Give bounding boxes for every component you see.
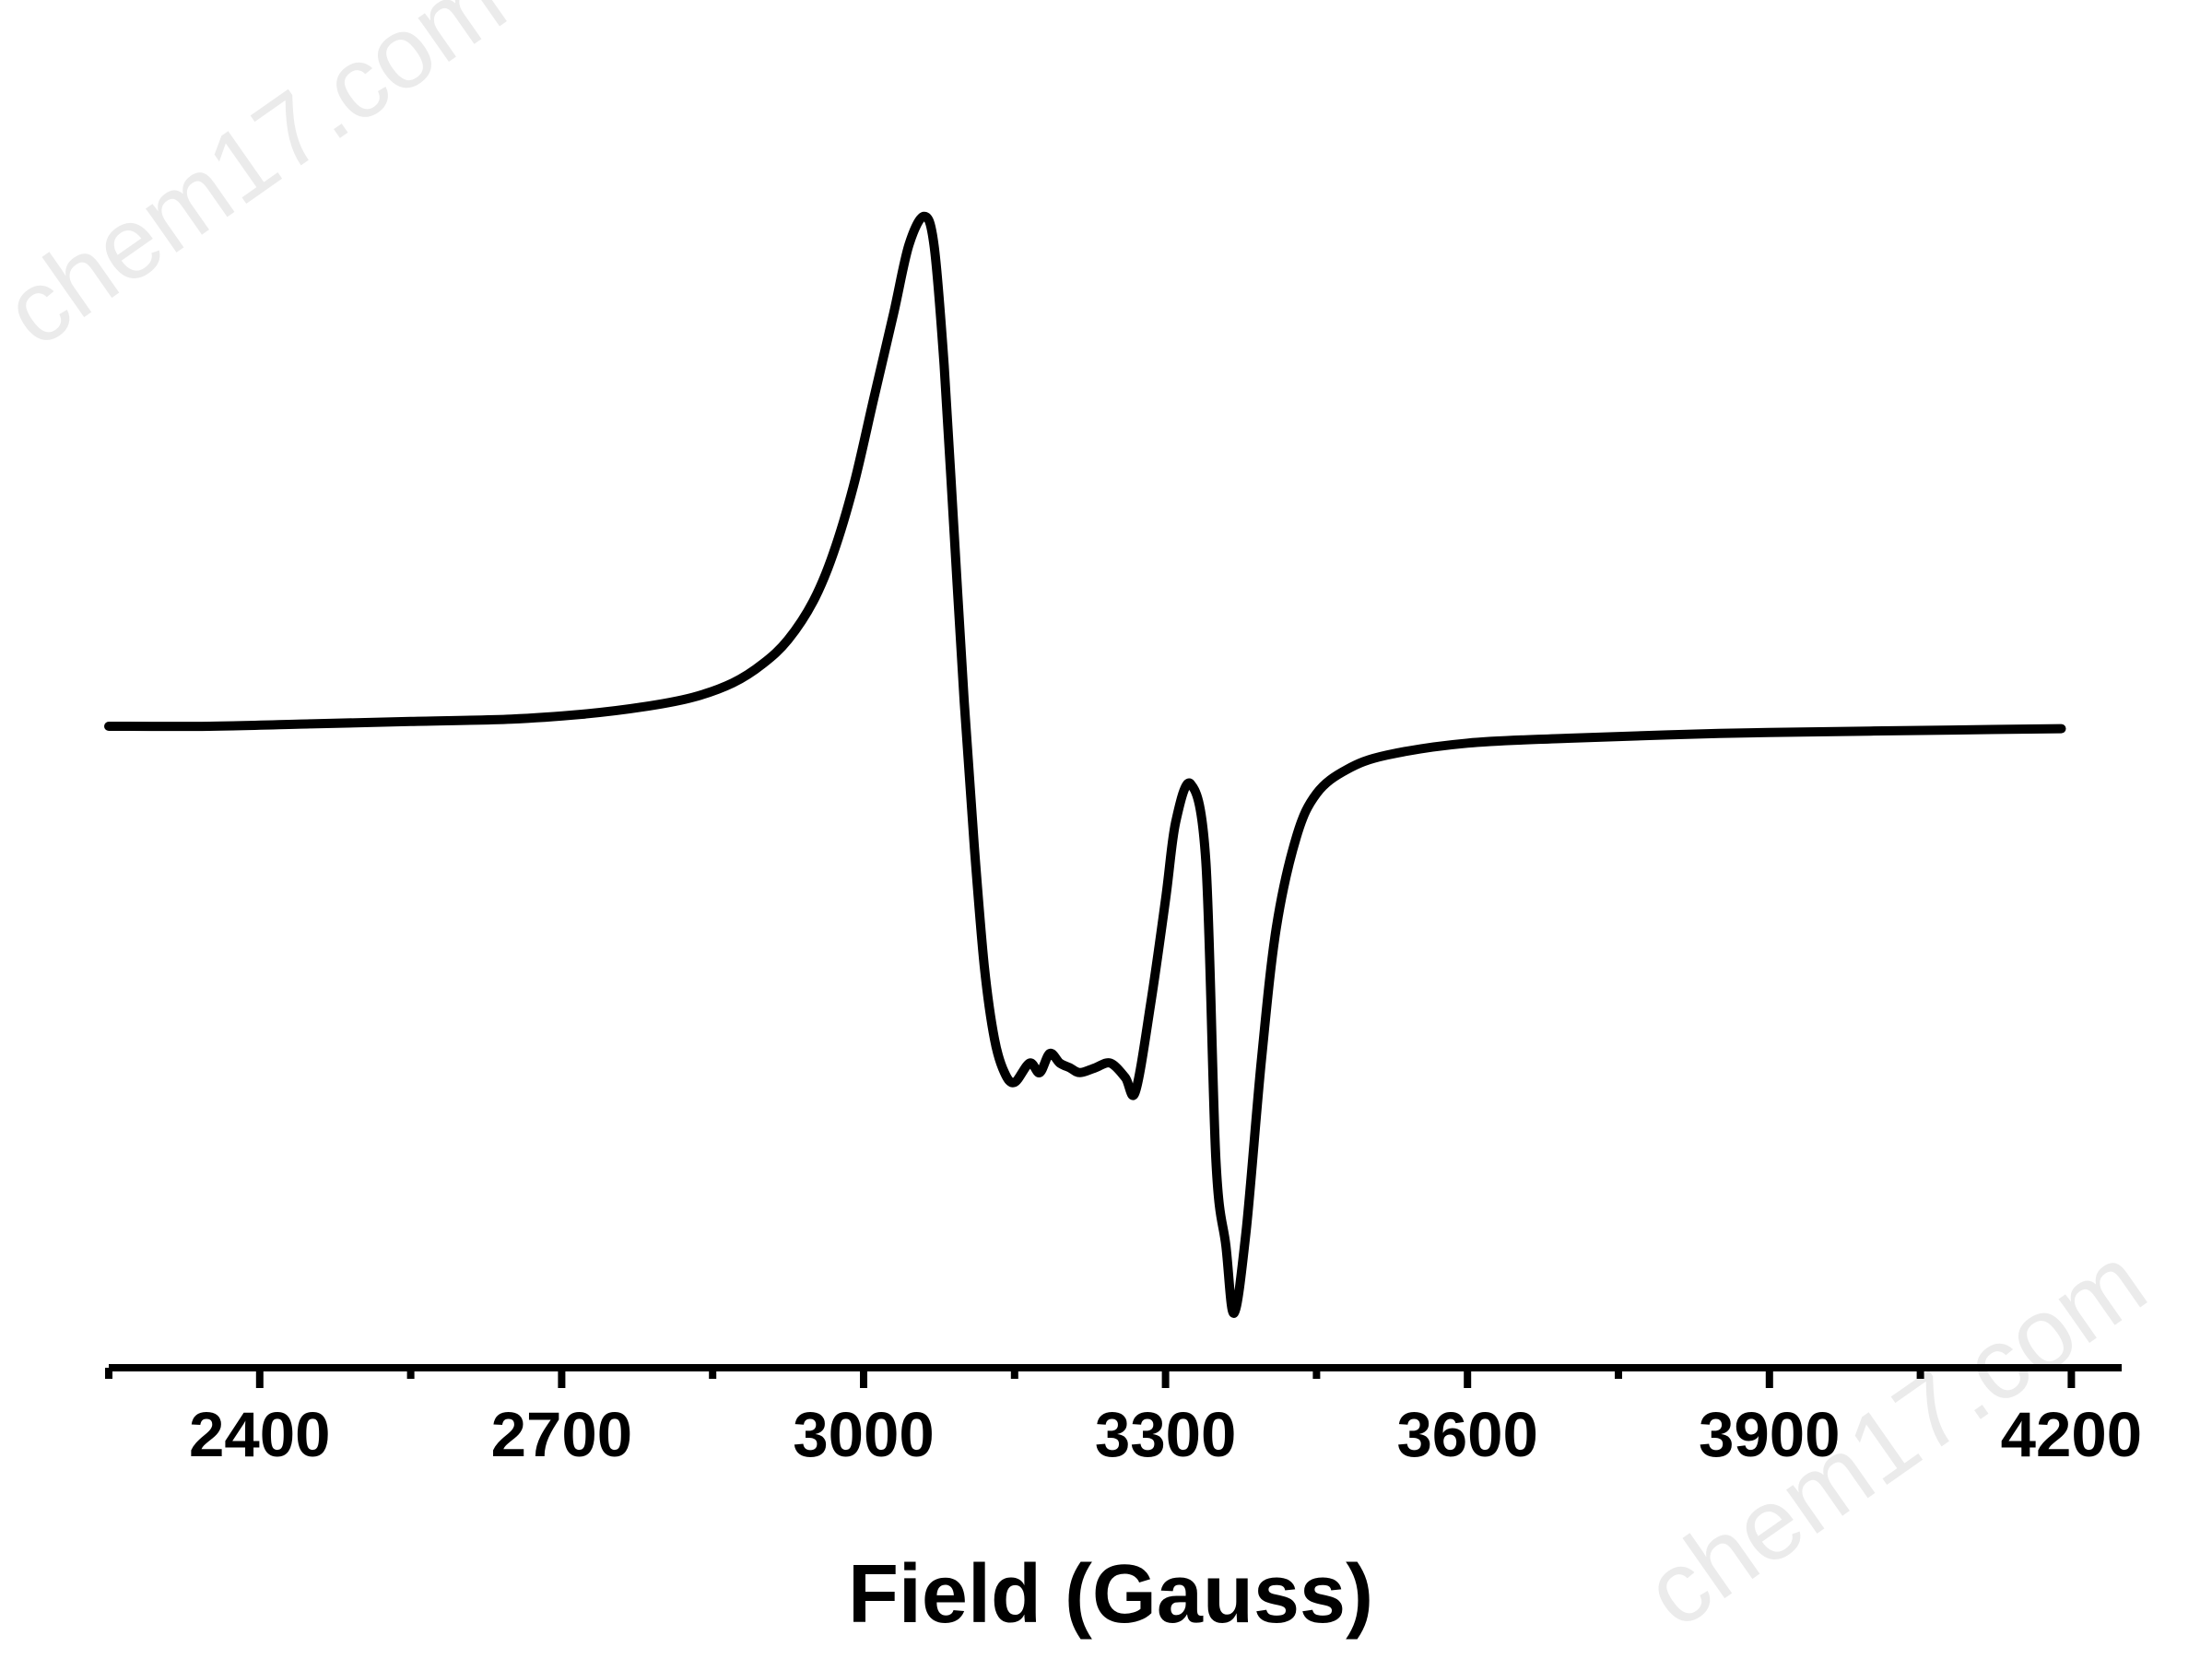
x-axis-ticks <box>105 1368 2076 1388</box>
spectrum-line <box>104 211 2066 1318</box>
x-tick-label: 3600 <box>1396 1399 1538 1470</box>
watermark-top-left: chem17.com <box>0 0 525 369</box>
x-tick-label: 3900 <box>1699 1399 1841 1470</box>
x-tick-label: 2700 <box>491 1399 633 1470</box>
x-tick-label: 3300 <box>1095 1399 1237 1470</box>
x-tick-label: 3000 <box>793 1399 935 1470</box>
x-axis-title: Field (Gauss) <box>848 1548 1373 1641</box>
watermark-text: chem17.com <box>0 0 525 369</box>
x-axis-tick-labels: 2400 2700 3000 3300 3600 3900 4200 <box>189 1399 2142 1470</box>
x-tick-label: 4200 <box>2001 1399 2143 1470</box>
x-tick-label: 2400 <box>189 1399 331 1470</box>
